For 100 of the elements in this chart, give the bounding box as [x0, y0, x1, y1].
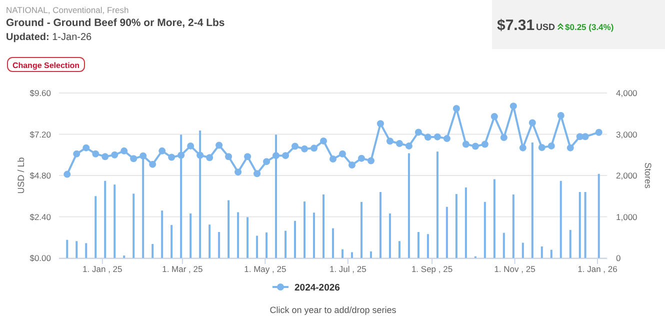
- bar: [322, 194, 325, 258]
- point: [178, 152, 185, 159]
- y-tick-label: $7.20: [30, 129, 52, 140]
- point: [111, 151, 118, 158]
- point: [582, 133, 589, 140]
- bar: [578, 192, 581, 258]
- text: Click on year to add/drop series: [270, 305, 397, 315]
- point: [301, 145, 308, 152]
- bar: [256, 236, 258, 258]
- bar: [540, 246, 543, 258]
- bar: [455, 194, 458, 258]
- bar: [190, 213, 192, 258]
- bar: [304, 201, 306, 258]
- bar: [446, 206, 448, 258]
- point: [472, 142, 479, 150]
- point: [130, 155, 138, 162]
- bar: [512, 194, 514, 258]
- bar: [360, 202, 362, 258]
- point: [64, 170, 71, 178]
- x-tick-label: 1. May , 25: [244, 264, 286, 274]
- y-axis-title: USD / Lb: [16, 157, 26, 194]
- bar: [170, 225, 173, 258]
- bar: [341, 249, 344, 258]
- point: [196, 152, 204, 159]
- x-tick-label: 1. Jul , 25: [329, 264, 367, 274]
- point: [216, 142, 223, 149]
- point: [557, 112, 564, 120]
- bar: [237, 212, 240, 258]
- bar: [218, 232, 220, 258]
- point: [140, 152, 147, 160]
- point: [225, 153, 232, 160]
- bar: [76, 241, 78, 258]
- bar: [408, 153, 410, 258]
- bar: [426, 234, 429, 258]
- point: [282, 152, 290, 160]
- y2-tick-label: 2,000: [616, 170, 638, 180]
- point: [434, 133, 441, 140]
- bar: [417, 232, 420, 258]
- y2-axis-title: Stores: [643, 162, 653, 190]
- bar: [104, 180, 106, 258]
- bar: [152, 244, 154, 258]
- bar: [246, 217, 249, 258]
- bar: [161, 210, 164, 258]
- bar: [398, 241, 400, 258]
- x-tick-label: 1. Jan , 26: [578, 264, 618, 274]
- bar: [284, 230, 287, 258]
- point: [481, 140, 488, 148]
- bar: [350, 252, 353, 258]
- point: [234, 168, 242, 176]
- point: [73, 150, 80, 158]
- point: [424, 134, 432, 141]
- point: [320, 137, 328, 144]
- bar: [228, 200, 230, 258]
- point: [330, 156, 336, 162]
- point: [405, 142, 412, 150]
- bar: [132, 194, 135, 258]
- bar: [598, 174, 600, 258]
- bar: [560, 180, 562, 258]
- point: [244, 153, 252, 160]
- point: [263, 158, 270, 166]
- point: [102, 153, 109, 160]
- bar: [379, 192, 382, 258]
- y-tick-label: $9.60: [30, 88, 52, 98]
- point: [367, 157, 374, 164]
- bar: [464, 187, 467, 258]
- point: [538, 144, 546, 151]
- point: [490, 113, 498, 120]
- point: [187, 142, 194, 150]
- y2-tick-label: 4,000: [616, 88, 638, 98]
- point: [443, 135, 450, 142]
- point: [519, 144, 526, 152]
- point: [386, 138, 394, 145]
- bar: [266, 232, 268, 258]
- bar: [275, 134, 278, 258]
- chart-title: Ground - Ground Beef 90% or More, 2-4 Lbs: [6, 17, 225, 29]
- chart-subtitle: NATIONAL, Conventional, Fresh: [6, 5, 129, 15]
- point: [500, 134, 508, 142]
- y2-tick-label: 3,000: [616, 129, 638, 140]
- bar: [493, 179, 496, 258]
- bar: [502, 232, 505, 258]
- point: [158, 147, 166, 154]
- point: [168, 154, 176, 161]
- point: [310, 144, 318, 152]
- bar: [436, 152, 438, 258]
- text: Updated: 1-Jan-26: [6, 32, 92, 43]
- point: [348, 162, 356, 169]
- bar: [569, 230, 572, 258]
- x-tick-label: 1. Jan , 25: [82, 264, 123, 274]
- text: $0.25 (3.4%): [565, 22, 614, 32]
- y-tick-label: $4.80: [30, 170, 52, 180]
- bar: [484, 202, 486, 258]
- text: USD: [536, 22, 556, 32]
- change-selection-button[interactable]: Change Selection: [7, 57, 85, 72]
- point: [528, 119, 536, 126]
- bar: [370, 251, 372, 258]
- legend-label: 2024-2026: [294, 282, 340, 294]
- y2-tick-label: 0: [616, 253, 621, 263]
- bar: [94, 196, 97, 258]
- x-tick-label: 1. Nov , 25: [494, 264, 536, 274]
- point: [414, 128, 422, 136]
